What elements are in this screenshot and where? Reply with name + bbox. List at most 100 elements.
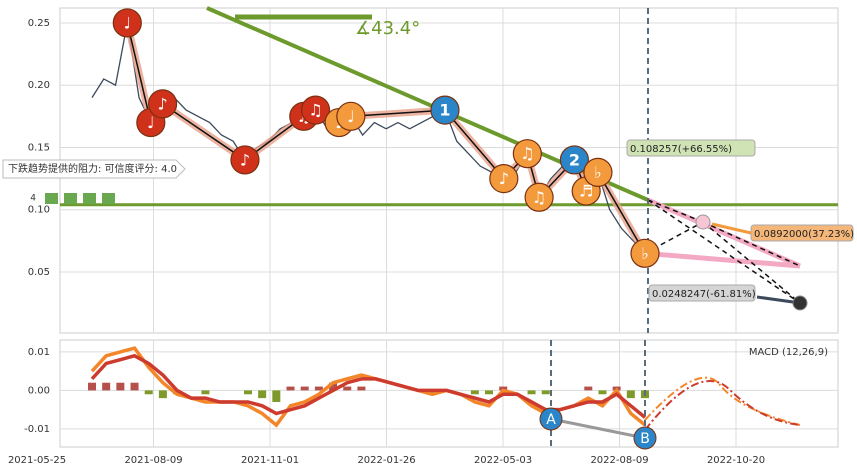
- histogram-bar: [428, 390, 437, 395]
- pattern-marker: [512, 139, 542, 169]
- histogram-bar: [258, 390, 267, 399]
- pattern-label: ♪: [157, 94, 167, 113]
- pattern-label: ♫: [532, 188, 546, 207]
- y-tick-label: -0.01: [24, 424, 50, 435]
- x-tick-label: 2021-05-25: [8, 455, 66, 466]
- pattern-label: ♪: [499, 169, 509, 188]
- histogram-bar: [357, 386, 366, 391]
- icon: [64, 193, 77, 204]
- histogram-bar: [499, 386, 508, 391]
- histogram-bar: [329, 382, 338, 391]
- projection-dash: [702, 221, 801, 304]
- y-tick-label: 0.01: [28, 347, 50, 358]
- point-label: A: [546, 412, 556, 428]
- angle-label: ∡43.4°: [355, 18, 420, 39]
- arrow: [711, 222, 752, 235]
- pattern-label: ♩: [124, 13, 132, 32]
- annotation: 0.0892000(37.23%): [754, 229, 854, 240]
- pattern-marker: [336, 101, 366, 131]
- label-box: [626, 139, 756, 157]
- histogram-bar: [144, 390, 153, 395]
- x-tick-label: 2022-10-20: [707, 455, 765, 466]
- pattern-marker: [559, 145, 590, 175]
- pattern-marker: [230, 145, 260, 175]
- macd-projection: [644, 380, 801, 431]
- pattern-marker: [300, 95, 331, 125]
- x-tick-label: 2022-05-03: [474, 455, 532, 466]
- pattern-label: ♩: [347, 107, 355, 126]
- pattern-marker: [524, 182, 554, 212]
- price-line: [91, 22, 646, 254]
- histogram-bar: [243, 390, 252, 395]
- histogram-bar: [584, 386, 593, 391]
- y-tick-label: 0.25: [28, 18, 50, 29]
- x-tick-label: 2022-01-26: [357, 455, 415, 466]
- histogram-bar: [300, 386, 309, 391]
- histogram-bar: [470, 390, 479, 395]
- pattern-label: ♭: [594, 163, 602, 182]
- histogram-bar: [314, 386, 323, 391]
- histogram-bar: [626, 390, 635, 399]
- pattern-marker: [147, 89, 178, 119]
- pattern-marker: [630, 238, 660, 268]
- histogram-bar: [272, 390, 281, 402]
- target-dot: [792, 295, 808, 311]
- icon: [83, 193, 96, 204]
- annotation: 0.108257(+66.55%): [630, 144, 732, 155]
- x-tick-label: 2021-08-09: [124, 455, 182, 466]
- label-box: [648, 284, 756, 302]
- y-tick-label: 0.20: [28, 80, 50, 91]
- y-tick-label: 0.10: [28, 205, 50, 216]
- projection: [647, 197, 801, 269]
- legend: MACD (12,26,9): [749, 347, 828, 358]
- pattern-marker: [112, 8, 142, 38]
- histogram-bar: [102, 382, 111, 391]
- pattern-label: 2: [569, 150, 580, 169]
- annotation: 下跌趋势提供的阻力: 可信度评分: 4.0: [8, 162, 177, 175]
- histogram-bar: [527, 390, 536, 395]
- pattern-label: ♩: [147, 113, 155, 132]
- y-tick-label: 0.05: [28, 267, 50, 278]
- annotation: 0.0248247(-61.81%): [652, 289, 756, 300]
- icon: [102, 193, 115, 204]
- projection-dash: [647, 199, 801, 304]
- point-label: B: [640, 431, 650, 447]
- x-tick-label: 2021-11-01: [241, 455, 299, 466]
- histogram-bar: [598, 390, 607, 395]
- annotation: 4: [30, 194, 36, 204]
- pattern-marker: [489, 163, 519, 194]
- histogram-bar: [116, 382, 125, 391]
- histogram-bar: [485, 390, 494, 395]
- y-tick-label: 0.15: [28, 142, 50, 153]
- zigzag: [126, 22, 646, 254]
- pattern-label: ♬: [579, 182, 593, 201]
- histogram-bar: [343, 386, 352, 391]
- icon: [45, 193, 58, 204]
- macd-line: [90, 353, 647, 419]
- arrow: [756, 295, 794, 304]
- point-marker: [633, 426, 657, 450]
- pattern-label: ♫: [520, 144, 534, 163]
- histogram-bar: [286, 386, 295, 391]
- pattern-label: 1: [439, 101, 450, 120]
- pattern-label: ♪: [240, 150, 250, 169]
- y-tick-label: 0.00: [28, 385, 50, 396]
- macd-panel: [59, 339, 839, 448]
- pattern-label: ♭: [641, 244, 649, 263]
- histogram-bar: [88, 382, 96, 391]
- x-tick-label: 2022-08-09: [590, 455, 648, 466]
- projection-dash: [647, 199, 704, 223]
- histogram-bar: [130, 382, 139, 391]
- pattern-marker: [430, 95, 460, 125]
- histogram-bar: [541, 390, 550, 395]
- resistance-callout: [2, 159, 186, 179]
- projection: [644, 250, 801, 269]
- histogram-bar: [201, 390, 210, 395]
- target-dot: [695, 214, 711, 230]
- histogram-bar: [158, 390, 167, 399]
- pattern-marker: [583, 157, 613, 187]
- ab-line: [550, 417, 646, 440]
- point-marker: [539, 407, 563, 431]
- pattern-label: ♫: [308, 101, 322, 120]
